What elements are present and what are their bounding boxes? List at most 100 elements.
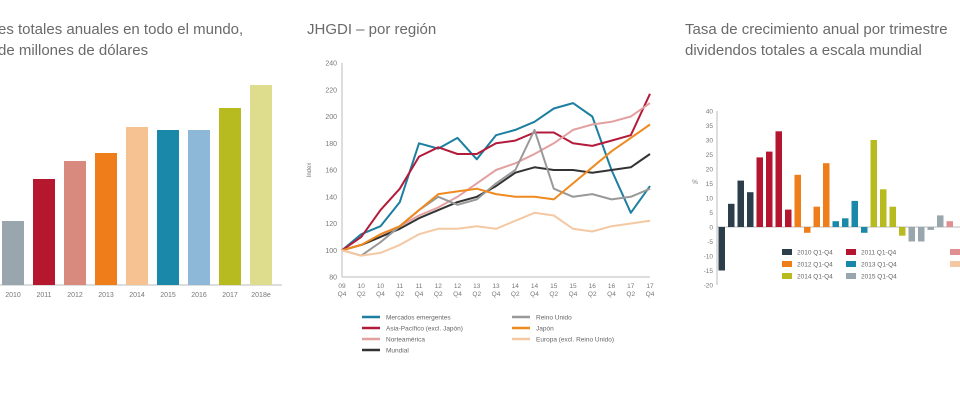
legend-label-4: 2014 Q1-Q4 (797, 274, 833, 281)
x-tick-quarter-9: Q2 (511, 291, 520, 298)
bar-q13 (842, 218, 849, 227)
series-line-1 (341, 93, 651, 252)
legend-label-3: 2013 Q1-Q4 (861, 262, 897, 269)
legend-label-6: Europa (excl. Reino Unido) (536, 337, 614, 344)
x-tick-quarter-8: Q4 (492, 291, 501, 298)
bar-2017 (219, 108, 241, 285)
y-tick-20: 20 (706, 167, 714, 174)
bar-q23 (937, 215, 944, 227)
x-tick-quarter-2: Q4 (376, 291, 385, 298)
y-tick-15: 15 (706, 181, 714, 188)
bar-q12 (832, 221, 839, 227)
bar-2015 (157, 130, 179, 285)
x-tick-year-14: 16 (608, 283, 616, 290)
legend-label-3: Mundial (386, 348, 409, 355)
annual-totals-panel: es totales anuales en todo el mundo, de … (0, 0, 290, 400)
x-tick-year-16: 17 (646, 283, 654, 290)
legend-label-2: 2012 Q1-Q4 (797, 262, 833, 269)
bar-q19 (899, 227, 906, 236)
growth-rate-title-line2: dividendos totales a escala mundial (685, 42, 922, 59)
x-tick-2015: 2015 (160, 292, 176, 299)
y-tick--10: -10 (704, 254, 714, 261)
legend-swatch-5 (846, 273, 856, 279)
x-tick-year-7: 13 (473, 283, 481, 290)
legend-label-0: Mercados emergentes (386, 315, 451, 322)
legend-label-1: 2011 Q1-Q4 (861, 250, 897, 257)
x-tick-quarter-1: Q2 (357, 291, 366, 298)
legend-swatch-cutoff-1 (950, 249, 960, 255)
legend-swatch-0 (782, 249, 792, 255)
x-tick-2014: 2014 (129, 292, 145, 299)
y-tick-40: 40 (706, 109, 714, 116)
bar-q17 (880, 189, 887, 227)
x-tick-2011: 2011 (36, 292, 51, 299)
legend-label-0: 2010 Q1-Q4 (797, 250, 833, 257)
x-tick-quarter-6: Q4 (453, 291, 462, 298)
x-tick-year-1: 10 (358, 283, 366, 290)
y-tick--20: -20 (704, 283, 714, 290)
bar-2013 (95, 153, 117, 285)
x-tick-year-15: 17 (627, 283, 635, 290)
growth-rate-title-line1: Tasa de crecimiento anual por trimestre (685, 21, 948, 38)
y-tick-10: 10 (706, 196, 714, 203)
annual-totals-title-line1: es totales anuales en todo el mundo, (0, 21, 244, 38)
x-tick-year-9: 14 (512, 283, 520, 290)
x-tick-quarter-13: Q2 (588, 291, 597, 298)
series-line-0 (341, 102, 651, 252)
y-tick-120: 120 (325, 221, 337, 228)
bar-q10 (813, 206, 820, 227)
x-tick-quarter-11: Q2 (549, 291, 558, 298)
bar-2014 (126, 127, 148, 285)
x-tick-quarter-14: Q4 (607, 291, 616, 298)
growth-rate-panel: Tasa de crecimiento anual por trimestre … (670, 0, 960, 400)
x-tick-year-2: 10 (377, 283, 385, 290)
bar-q1 (728, 203, 735, 227)
y-tick-5: 5 (709, 210, 713, 217)
legend-swatch-2 (782, 261, 792, 267)
x-tick-year-11: 15 (550, 283, 558, 290)
bar-q7 (785, 209, 792, 227)
legend-swatch-3 (846, 261, 856, 267)
y-tick-140: 140 (325, 194, 337, 201)
bar-q3 (747, 192, 754, 227)
bar-2016 (188, 130, 210, 285)
x-tick-quarter-16: Q4 (646, 291, 655, 298)
y-tick-160: 160 (325, 168, 337, 175)
x-tick-2017: 2017 (222, 292, 238, 299)
bar-q11 (823, 163, 830, 227)
legend-label-1: Asia-Pacífico (excl. Japón) (386, 326, 463, 333)
bar-q4 (756, 157, 763, 227)
x-tick-year-6: 12 (454, 283, 462, 290)
bar-q21 (918, 227, 925, 242)
bar-q16 (870, 140, 877, 227)
bar-q22 (927, 227, 934, 230)
legend-swatch-cutoff-2 (950, 261, 960, 267)
x-tick-quarter-12: Q4 (569, 291, 578, 298)
x-tick-2012: 2012 (67, 292, 83, 299)
bar-q9 (804, 227, 811, 233)
y-tick-240: 240 (325, 61, 337, 68)
bar-q15 (861, 227, 868, 233)
x-tick-year-12: 15 (569, 283, 577, 290)
series-line-6 (341, 211, 651, 257)
x-tick-year-3: 11 (396, 283, 403, 290)
bar-q6 (775, 131, 782, 227)
y-tick-80: 80 (329, 275, 337, 282)
legend-swatch-1 (846, 249, 856, 255)
x-tick-year-5: 12 (435, 283, 443, 290)
x-tick-quarter-5: Q2 (434, 291, 443, 298)
bar-2010 (2, 221, 24, 285)
x-tick-quarter-7: Q2 (472, 291, 481, 298)
x-tick-year-0: 09 (338, 283, 346, 290)
x-tick-year-4: 11 (416, 283, 423, 290)
x-tick-quarter-15: Q2 (626, 291, 635, 298)
legend-label-2: Norteamérica (386, 337, 425, 344)
x-tick-quarter-10: Q4 (530, 291, 539, 298)
x-tick-quarter-0: Q4 (338, 291, 347, 298)
x-tick-year-10: 14 (531, 283, 539, 290)
y-axis-label: % (692, 179, 698, 186)
bar-q8 (794, 174, 801, 227)
y-tick-30: 30 (706, 138, 714, 145)
bar-q5 (766, 151, 773, 227)
bar-q20 (908, 227, 915, 242)
